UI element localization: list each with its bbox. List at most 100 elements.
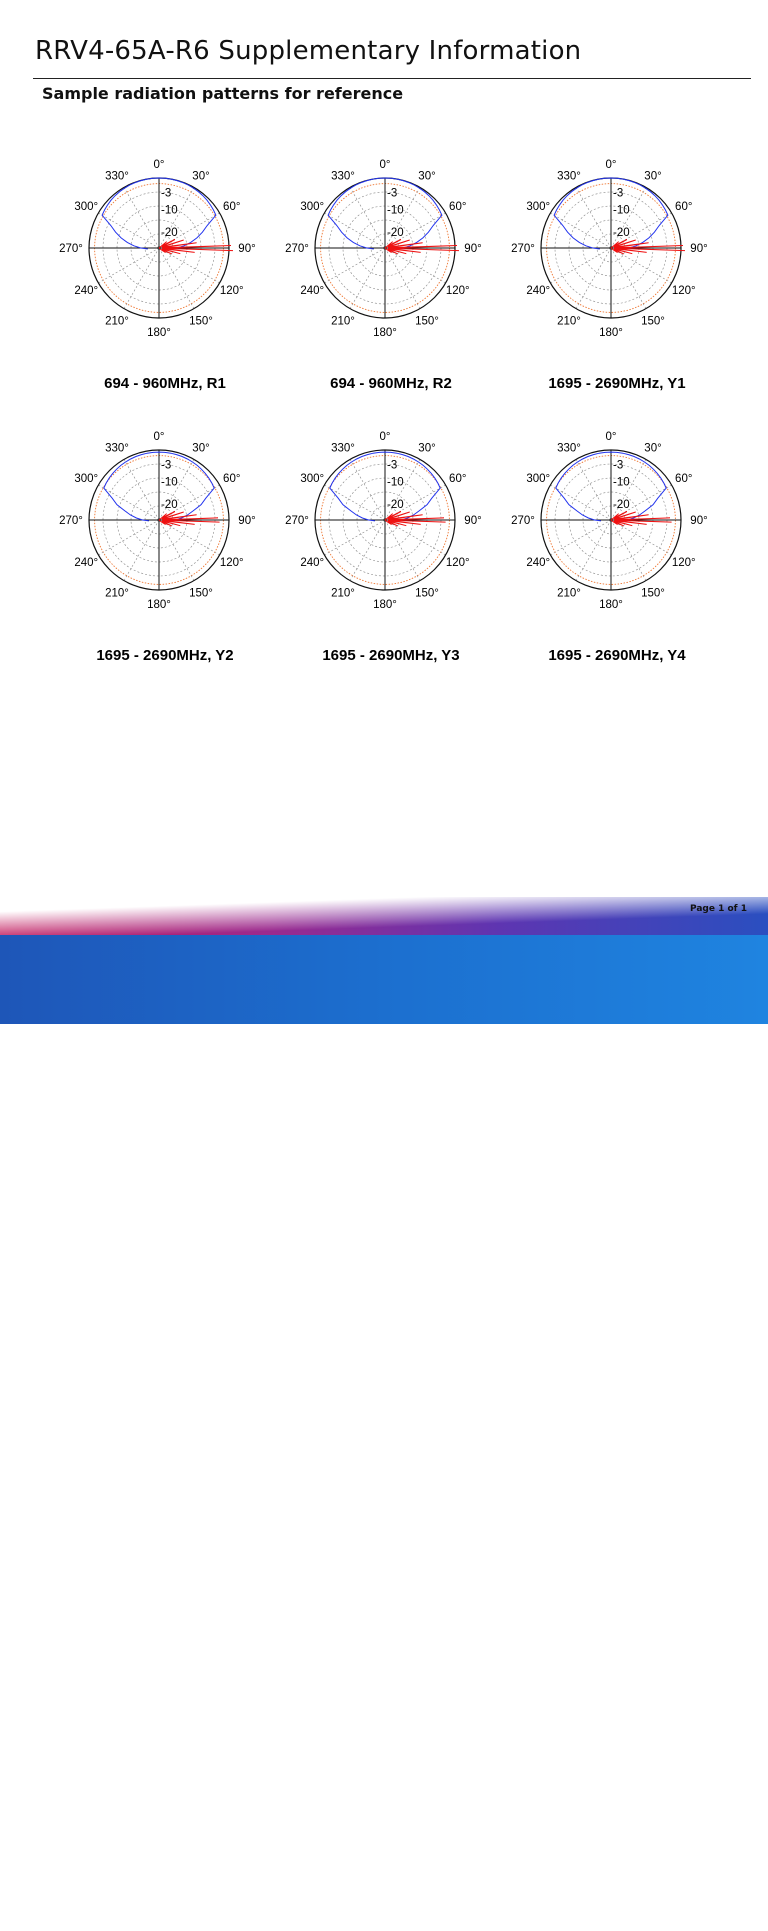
angle-tick-label: 330° xyxy=(331,170,355,182)
angle-tick-label: 90° xyxy=(238,243,255,255)
angle-tick-label: 90° xyxy=(238,515,255,527)
angle-tick-label: 60° xyxy=(449,473,466,485)
angle-tick-label: 330° xyxy=(105,170,129,182)
grid-spoke xyxy=(158,519,220,556)
polar-chart: 0° 30° 60° 90° 120° 150° 180° 210° 240° 270° 300° 3… xyxy=(511,159,708,339)
angle-tick-label: 60° xyxy=(223,473,240,485)
angle-tick-label: 240° xyxy=(74,557,98,569)
db-tick-label: -3 xyxy=(161,460,171,472)
angle-tick-label: 30° xyxy=(644,442,661,454)
grid-spoke xyxy=(158,247,195,309)
angle-tick-label: 300° xyxy=(74,201,98,213)
grid-spoke xyxy=(384,519,446,556)
grid-spoke xyxy=(123,187,160,249)
db-tick-label: -10 xyxy=(613,476,630,488)
grid-spoke xyxy=(98,247,160,284)
angle-tick-label: 210° xyxy=(105,316,129,328)
angle-tick-label: 60° xyxy=(675,201,692,213)
angle-tick-label: 300° xyxy=(300,473,324,485)
elevation-pattern-trace xyxy=(610,511,672,527)
footer-bar: ©2021 CommScope, Inc. All rights reserve… xyxy=(0,935,768,1929)
plot-caption: 1695 - 2690MHz, Y3 xyxy=(322,647,460,664)
angle-tick-label: 30° xyxy=(192,170,209,182)
angle-tick-label: 270° xyxy=(285,243,309,255)
angle-tick-label: 210° xyxy=(331,588,355,600)
db-tick-label: -10 xyxy=(387,476,404,488)
plot-caption: 1695 - 2690MHz, Y4 xyxy=(548,647,686,664)
polar-chart: 0° 30° 60° 90° 120° 150° 180° 210° 240° 270° 300° 3… xyxy=(285,431,482,611)
angle-tick-label: 0° xyxy=(606,431,617,443)
angle-tick-label: 270° xyxy=(511,515,535,527)
angle-tick-label: 120° xyxy=(220,557,244,569)
grid-spoke xyxy=(384,519,421,581)
db-tick-label: -10 xyxy=(161,476,178,488)
angle-tick-label: 300° xyxy=(526,473,550,485)
azimuth-pattern-trace xyxy=(101,177,217,250)
polar-chart: 0° 30° 60° 90° 120° 150° 180° 210° 240° 270° 300° 3… xyxy=(59,431,256,611)
angle-tick-label: 90° xyxy=(464,515,481,527)
footer-legal-text: ©2021 CommScope, Inc. All rights reserve… xyxy=(44,1895,508,1929)
grid-spoke xyxy=(324,247,386,284)
angle-tick-label: 180° xyxy=(373,599,397,611)
azimuth-pattern-trace xyxy=(329,451,441,522)
grid-spoke xyxy=(575,459,612,521)
grid-spoke xyxy=(349,247,386,309)
angle-tick-label: 300° xyxy=(300,201,324,213)
angle-tick-label: 60° xyxy=(223,201,240,213)
angle-tick-label: 210° xyxy=(105,588,129,600)
elevation-pattern-trace xyxy=(384,511,446,527)
angle-tick-label: 120° xyxy=(672,285,696,297)
grid-spoke xyxy=(349,519,386,581)
elevation-pattern-trace xyxy=(158,239,234,255)
grid-spoke xyxy=(575,247,612,309)
angle-tick-label: 210° xyxy=(331,316,355,328)
grid-spoke xyxy=(158,519,195,581)
section-subtitle: Sample radiation patterns for reference xyxy=(42,84,404,103)
angle-tick-label: 90° xyxy=(464,243,481,255)
db-tick-label: -10 xyxy=(613,204,630,216)
angle-tick-label: 120° xyxy=(672,557,696,569)
polar-chart: 0° 30° 60° 90° 120° 150° 180° 210° 240° 270° 300° 3… xyxy=(285,159,482,339)
db-tick-label: -3 xyxy=(387,460,397,472)
azimuth-pattern-trace xyxy=(553,177,669,250)
grid-spoke xyxy=(349,187,386,249)
angle-tick-label: 240° xyxy=(300,285,324,297)
radiation-pattern-plot: 0° 30° 60° 90° 120° 150° 180° 210° 240° 270° 300° 3… xyxy=(496,410,726,630)
polar-chart: 0° 30° 60° 90° 120° 150° 180° 210° 240° 270° 300° 3… xyxy=(511,431,708,611)
db-tick-label: -20 xyxy=(387,227,404,239)
db-tick-label: -20 xyxy=(387,499,404,511)
angle-tick-label: 330° xyxy=(557,442,581,454)
grid-spoke xyxy=(123,459,160,521)
db-tick-label: -20 xyxy=(613,227,630,239)
radiation-pattern-plot: 0° 30° 60° 90° 120° 150° 180° 210° 240° 270° 300° 3… xyxy=(44,410,274,630)
angle-tick-label: 150° xyxy=(189,588,213,600)
db-tick-label: -10 xyxy=(387,204,404,216)
angle-tick-label: 210° xyxy=(557,316,581,328)
angle-tick-label: 270° xyxy=(511,243,535,255)
angle-tick-label: 270° xyxy=(285,515,309,527)
angle-tick-label: 150° xyxy=(641,588,665,600)
plot-caption: 694 - 960MHz, R2 xyxy=(330,375,452,392)
plot-caption: 694 - 960MHz, R1 xyxy=(104,375,226,392)
angle-tick-label: 240° xyxy=(300,557,324,569)
grid-spoke xyxy=(610,247,672,284)
radiation-pattern-plot: 0° 30° 60° 90° 120° 150° 180° 210° 240° 270° 300° 3… xyxy=(270,138,500,358)
angle-tick-label: 330° xyxy=(331,442,355,454)
grid-spoke xyxy=(575,187,612,249)
grid-spoke xyxy=(349,459,386,521)
angle-tick-label: 150° xyxy=(189,316,213,328)
db-tick-label: -20 xyxy=(161,499,178,511)
grid-spoke xyxy=(550,484,612,521)
grid-spoke xyxy=(610,247,647,309)
grid-spoke xyxy=(123,519,160,581)
angle-tick-label: 300° xyxy=(74,473,98,485)
angle-tick-label: 330° xyxy=(557,170,581,182)
grid-spoke xyxy=(123,247,160,309)
plot-caption: 1695 - 2690MHz, Y2 xyxy=(96,647,234,664)
angle-tick-label: 270° xyxy=(59,515,83,527)
commscope-logo: COMMSCOPE® xyxy=(592,1901,736,1922)
angle-tick-label: 120° xyxy=(446,557,470,569)
angle-tick-label: 30° xyxy=(644,170,661,182)
angle-tick-label: 150° xyxy=(415,316,439,328)
angle-tick-label: 0° xyxy=(154,431,165,443)
